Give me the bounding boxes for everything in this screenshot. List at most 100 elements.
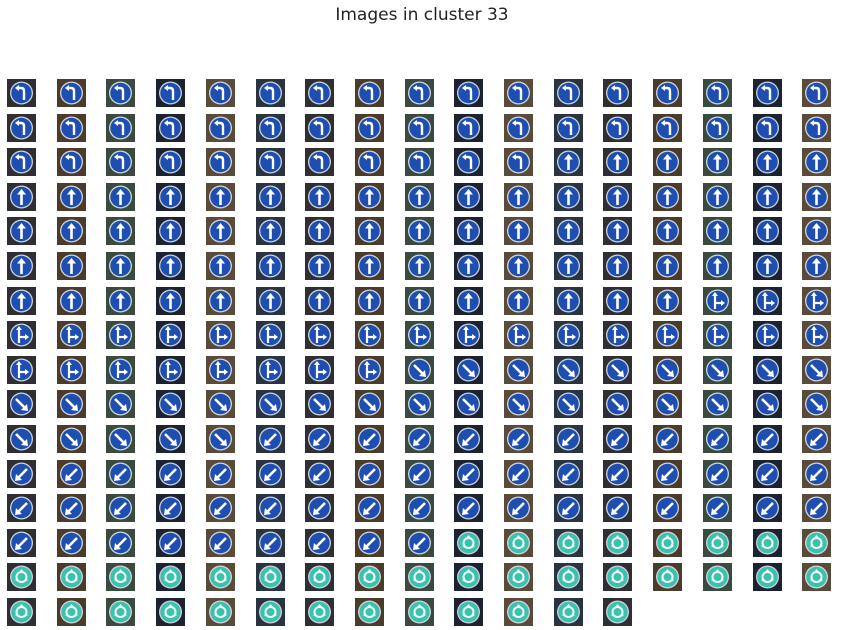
thumbnail-keep-right [703,390,732,418]
keep-left-icon [355,425,384,453]
thumbnail-turn-left [504,114,533,142]
keep-right-icon [7,425,36,453]
keep-right-icon [504,356,533,384]
thumbnail-turn-left [206,148,235,176]
thumbnail-ahead-right [703,287,732,315]
thumbnail-ahead [7,252,36,280]
thumbnail-ahead [305,252,334,280]
thumbnail-keep-left [305,460,334,488]
thumbnail-roundabout [7,563,36,591]
turn-left-icon [57,148,86,176]
ahead-icon [603,252,632,280]
thumbnail-ahead [753,252,782,280]
thumbnail-keep-right [57,390,86,418]
thumbnail-ahead [554,287,583,315]
ahead-icon [753,252,782,280]
thumbnail-keep-left [355,494,384,522]
thumbnail-turn-left [603,79,632,107]
thumbnail-keep-right [603,356,632,384]
thumbnail-ahead [156,183,185,211]
roundabout-icon [653,529,682,557]
keep-right-icon [57,390,86,418]
thumbnail-keep-right [106,425,135,453]
thumbnail-turn-left [454,148,483,176]
ahead-icon [206,217,235,245]
turn-left-icon [405,114,434,142]
thumbnail-keep-left [7,494,36,522]
thumbnail-ahead [753,183,782,211]
keep-left-icon [504,494,533,522]
roundabout-icon [554,598,583,626]
turn-left-icon [256,148,285,176]
keep-right-icon [106,390,135,418]
ahead-icon [57,217,86,245]
thumbnail-ahead-right [57,321,86,349]
ahead-right-icon [653,321,682,349]
thumbnail-ahead-right [653,321,682,349]
turn-left-icon [355,79,384,107]
thumbnail-ahead [653,183,682,211]
ahead-icon [206,287,235,315]
roundabout-icon [355,598,384,626]
thumbnail-turn-left [256,79,285,107]
thumbnail-roundabout [753,563,782,591]
thumbnail-roundabout [305,598,334,626]
thumbnail-ahead-right [454,321,483,349]
roundabout-icon [405,563,434,591]
roundabout-icon [454,529,483,557]
thumbnail-keep-left [305,494,334,522]
thumbnail-keep-right [405,390,434,418]
thumbnail-ahead-right [305,321,334,349]
thumbnail-turn-left [206,79,235,107]
keep-left-icon [305,460,334,488]
ahead-right-icon [305,321,334,349]
thumbnail-turn-left [156,148,185,176]
ahead-icon [57,287,86,315]
thumbnail-roundabout [454,563,483,591]
thumbnail-ahead-right [753,321,782,349]
thumbnail-roundabout [753,529,782,557]
keep-left-icon [7,460,36,488]
keep-left-icon [355,460,384,488]
thumbnail-keep-left [753,494,782,522]
thumbnail-ahead [802,252,831,280]
thumbnail-ahead-right [703,321,732,349]
roundabout-icon [156,598,185,626]
thumbnail-turn-left [106,79,135,107]
thumbnail-ahead-right [753,287,782,315]
keep-right-icon [256,390,285,418]
thumbnail-keep-right [753,390,782,418]
thumbnail-ahead [454,217,483,245]
thumbnail-roundabout [405,563,434,591]
roundabout-icon [305,598,334,626]
turn-left-icon [7,148,36,176]
keep-left-icon [256,494,285,522]
thumbnail-keep-left [405,460,434,488]
thumbnail-keep-left [305,425,334,453]
ahead-icon [156,287,185,315]
ahead-icon [802,252,831,280]
thumbnail-keep-left [106,529,135,557]
thumbnail-roundabout [256,598,285,626]
ahead-icon [603,287,632,315]
keep-left-icon [256,529,285,557]
thumbnail-turn-left [206,114,235,142]
thumbnail-keep-left [653,494,682,522]
thumbnail-ahead [256,287,285,315]
thumbnail-ahead [57,252,86,280]
ahead-icon [206,252,235,280]
thumbnail-turn-left [405,148,434,176]
ahead-icon [504,183,533,211]
turn-left-icon [156,79,185,107]
thumbnail-turn-left [156,114,185,142]
ahead-icon [504,252,533,280]
thumbnail-turn-left [504,148,533,176]
thumbnail-ahead [106,183,135,211]
ahead-right-icon [355,356,384,384]
thumbnail-roundabout [57,598,86,626]
thumbnail-ahead [355,287,384,315]
thumbnail-keep-left [106,494,135,522]
ahead-icon [753,217,782,245]
ahead-icon [603,148,632,176]
thumbnail-roundabout [57,563,86,591]
